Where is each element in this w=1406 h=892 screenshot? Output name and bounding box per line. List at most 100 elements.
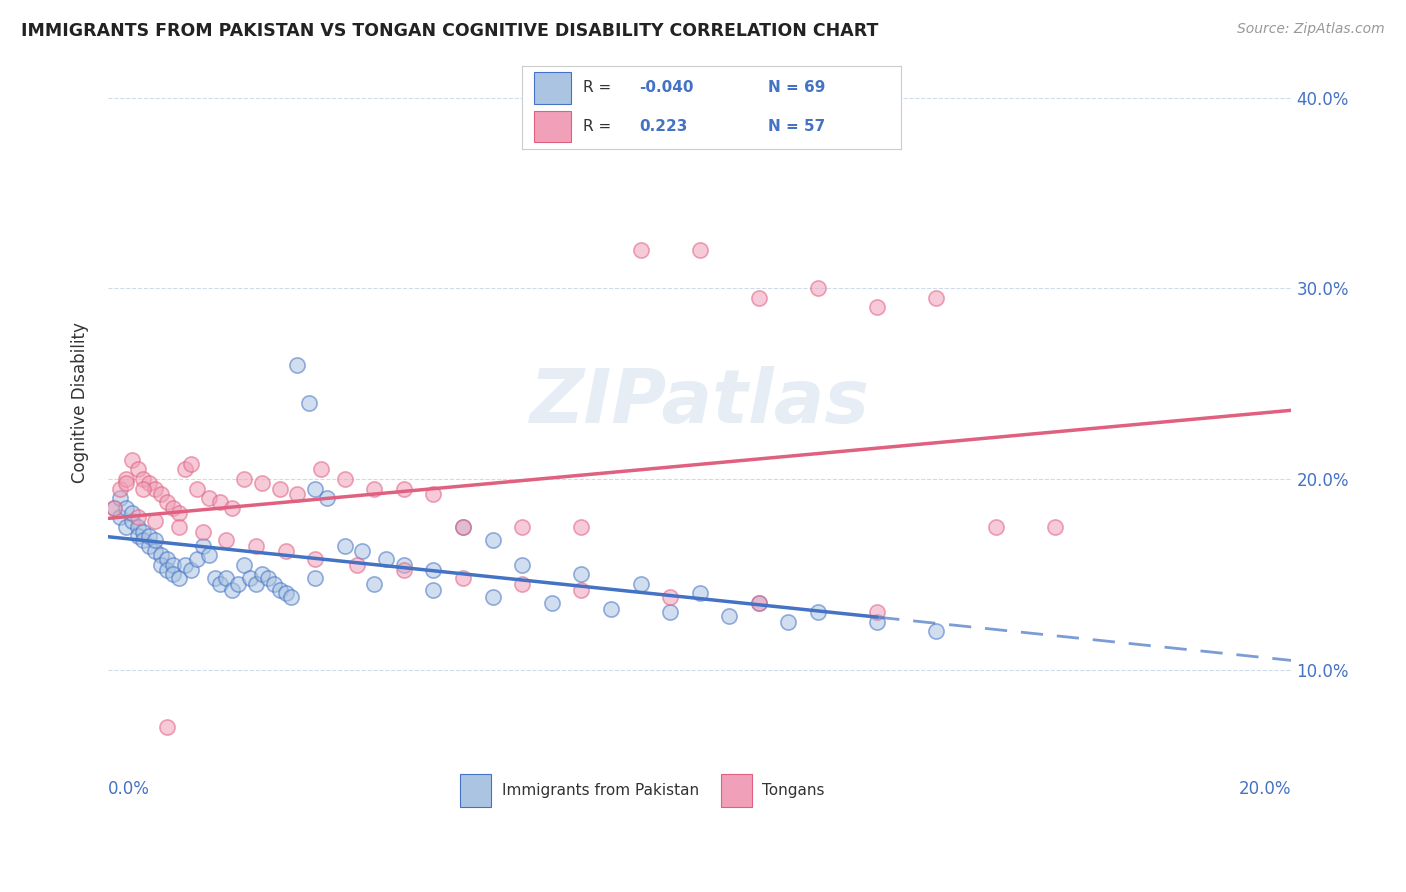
Point: [274, 586, 297, 600]
Point: [630, 244, 652, 258]
Point: [239, 571, 262, 585]
Point: [156, 720, 179, 734]
Point: [180, 457, 202, 471]
Point: [167, 571, 190, 585]
Point: [143, 514, 166, 528]
Point: [689, 586, 711, 600]
Point: [150, 548, 173, 562]
Point: [984, 519, 1007, 533]
Point: [392, 482, 415, 496]
Point: [103, 500, 125, 515]
Point: [191, 539, 214, 553]
Point: [143, 482, 166, 496]
Point: [143, 544, 166, 558]
Point: [215, 533, 238, 547]
Point: [392, 564, 415, 578]
Point: [269, 582, 291, 597]
Point: [807, 281, 830, 295]
Point: [309, 462, 332, 476]
Point: [114, 519, 136, 533]
Point: [186, 552, 208, 566]
Point: [569, 519, 592, 533]
Point: [204, 571, 226, 585]
Point: [256, 571, 278, 585]
Point: [121, 453, 143, 467]
Point: [221, 582, 243, 597]
Point: [174, 558, 197, 572]
Point: [600, 601, 623, 615]
Point: [156, 495, 179, 509]
Point: [748, 291, 770, 305]
Point: [127, 529, 149, 543]
Point: [748, 596, 770, 610]
Point: [215, 571, 238, 585]
Point: [114, 475, 136, 490]
Point: [510, 577, 533, 591]
Point: [316, 491, 339, 505]
Point: [138, 529, 160, 543]
Point: [209, 495, 232, 509]
Point: [1043, 519, 1066, 533]
Point: [191, 525, 214, 540]
Point: [363, 577, 385, 591]
Point: [422, 487, 444, 501]
Point: [167, 519, 190, 533]
Point: [233, 472, 256, 486]
Point: [778, 615, 800, 629]
Point: [250, 475, 273, 490]
Point: [121, 506, 143, 520]
Point: [127, 510, 149, 524]
Point: [180, 564, 202, 578]
Point: [422, 582, 444, 597]
Point: [269, 482, 291, 496]
Point: [352, 544, 374, 558]
Point: [285, 358, 308, 372]
Point: [925, 624, 948, 639]
Point: [209, 577, 232, 591]
Point: [510, 558, 533, 572]
Point: [375, 552, 398, 566]
Point: [162, 567, 184, 582]
Point: [127, 519, 149, 533]
Point: [333, 539, 356, 553]
Point: [481, 533, 503, 547]
Point: [250, 567, 273, 582]
Point: [540, 596, 562, 610]
Point: [233, 558, 256, 572]
Point: [108, 491, 131, 505]
Point: [866, 606, 889, 620]
Point: [197, 491, 219, 505]
Point: [866, 301, 889, 315]
Point: [150, 558, 173, 572]
Point: [186, 482, 208, 496]
Point: [481, 590, 503, 604]
Point: [127, 462, 149, 476]
Point: [304, 482, 326, 496]
Point: [630, 577, 652, 591]
Point: [114, 472, 136, 486]
Text: 0.0%: 0.0%: [108, 780, 150, 798]
Point: [103, 500, 125, 515]
Point: [298, 396, 321, 410]
Text: 20.0%: 20.0%: [1239, 780, 1292, 798]
Point: [363, 482, 385, 496]
Point: [156, 564, 179, 578]
Point: [167, 506, 190, 520]
Point: [174, 462, 197, 476]
Point: [114, 500, 136, 515]
Point: [866, 615, 889, 629]
Point: [569, 567, 592, 582]
Point: [748, 596, 770, 610]
Point: [274, 544, 297, 558]
Text: Source: ZipAtlas.com: Source: ZipAtlas.com: [1237, 22, 1385, 37]
Point: [422, 564, 444, 578]
Point: [108, 482, 131, 496]
Point: [451, 519, 474, 533]
Point: [226, 577, 249, 591]
Point: [138, 539, 160, 553]
Point: [138, 475, 160, 490]
Point: [333, 472, 356, 486]
Point: [132, 472, 155, 486]
Point: [510, 519, 533, 533]
Text: ZIPatlas: ZIPatlas: [530, 367, 870, 439]
